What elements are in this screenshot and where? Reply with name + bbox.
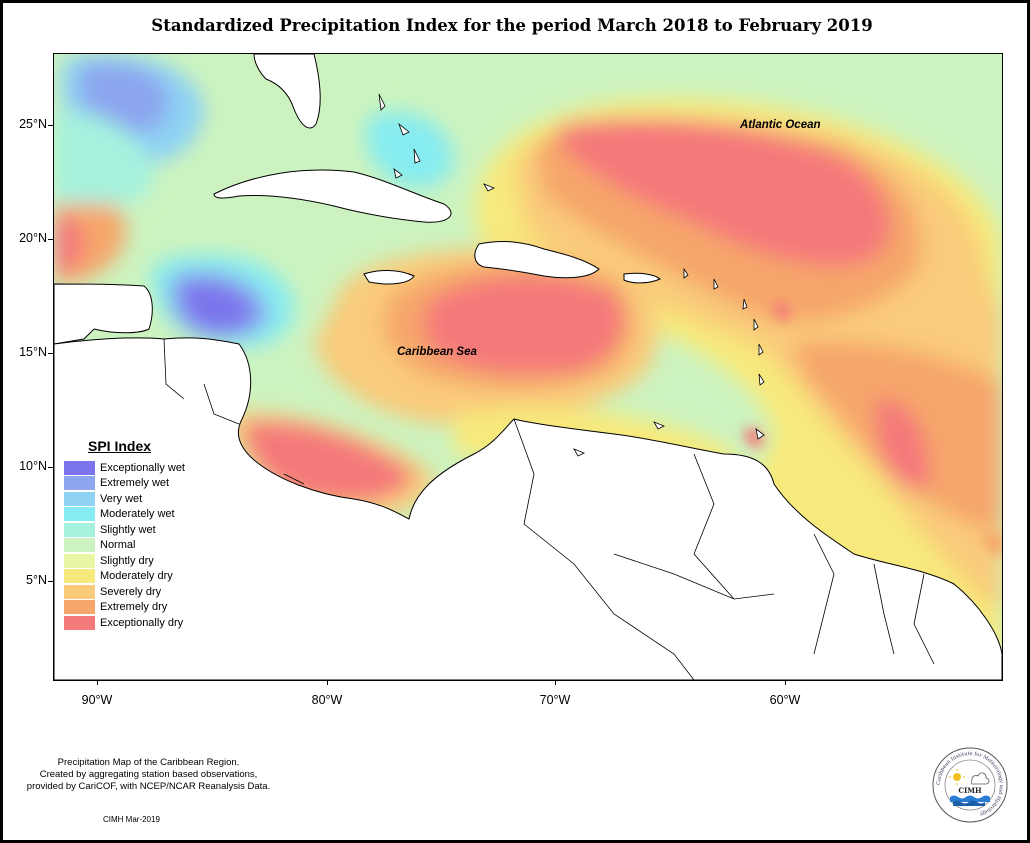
credit-line: Created by aggregating station based obs… (39, 769, 258, 780)
legend-swatch (64, 476, 95, 491)
cloud-icon (970, 772, 990, 785)
legend-item: Normal (64, 538, 214, 554)
legend-item: Extremely dry (64, 600, 214, 616)
x-tick-label: 70°W (539, 693, 571, 707)
cimh-logo-svg: Caribbean Institute for Meteorology and … (932, 747, 1008, 823)
credit-line: provided by CariCOF, with NCEP/NCAR Rean… (26, 781, 271, 792)
credit-line: Precipitation Map of the Caribbean Regio… (57, 757, 240, 768)
legend-swatch (64, 538, 95, 553)
cimh-seal-logo: Caribbean Institute for Meteorology and … (932, 747, 1008, 823)
tick-90w-mark (97, 680, 98, 685)
legend-item: Slightly wet (64, 522, 214, 538)
caribbean-sea-label: Caribbean Sea (397, 346, 477, 358)
tick-20n-mark (48, 239, 53, 240)
tick-5n-mark (48, 581, 53, 582)
legend-items: Exceptionally wet Extremely wet Very wet Mo… (64, 460, 214, 631)
legend-label: Moderately wet (100, 508, 175, 521)
legend-item: Slightly dry (64, 553, 214, 569)
map-credit: Precipitation Map of the Caribbean Regio… (6, 757, 291, 793)
atlantic-ocean-label: Atlantic Ocean (740, 119, 821, 131)
tick-25n-mark (48, 125, 53, 126)
legend-label: Extremely dry (100, 601, 168, 614)
spi-legend: SPI Index Exceptionally wet Extremely wet… (64, 438, 214, 631)
legend-item: Very wet (64, 491, 214, 507)
logo-text: CIMH (958, 786, 982, 795)
legend-item: Moderately wet (64, 507, 214, 523)
legend-label: Extremely wet (100, 477, 170, 490)
legend-label: Slightly dry (100, 554, 154, 567)
spi-map-svg (54, 54, 1002, 680)
y-tick-label: 25°N (19, 117, 47, 131)
tick-15n-mark (48, 353, 53, 354)
legend-label: Slightly wet (100, 523, 156, 536)
legend-item: Exceptionally wet (64, 460, 214, 476)
tick-60w-mark (785, 680, 786, 685)
waves-icon (950, 795, 990, 806)
legend-swatch (64, 615, 95, 630)
legend-title: SPI Index (88, 438, 152, 454)
x-tick-label: 60°W (769, 693, 801, 707)
legend-item: Extremely wet (64, 476, 214, 492)
legend-swatch (64, 522, 95, 537)
legend-swatch (64, 460, 95, 475)
legend-label: Exceptionally dry (100, 616, 184, 629)
y-tick-label: 20°N (19, 231, 47, 245)
spi-map (53, 53, 1003, 681)
legend-swatch (64, 491, 95, 506)
legend-swatch (64, 553, 95, 568)
legend-swatch (64, 600, 95, 615)
legend-swatch (64, 569, 95, 584)
legend-swatch (64, 507, 95, 522)
credit-date: CIMH Mar-2019 (103, 815, 160, 824)
y-tick-label: 10°N (19, 459, 47, 473)
legend-item: Exceptionally dry (64, 615, 214, 631)
x-tick-label: 90°W (81, 693, 113, 707)
legend-swatch (64, 584, 95, 599)
legend-label: Severely dry (100, 585, 162, 598)
y-tick-label: 5°N (26, 573, 47, 587)
tick-10n-mark (48, 467, 53, 468)
legend-label: Normal (100, 539, 136, 552)
map-title: Standardized Precipitation Index for the… (151, 16, 873, 35)
sun-icon (953, 773, 961, 781)
legend-label: Very wet (100, 492, 143, 505)
tick-80w-mark (327, 680, 328, 685)
y-tick-label: 15°N (19, 345, 47, 359)
legend-label: Exceptionally wet (100, 461, 185, 474)
legend-item: Severely dry (64, 584, 214, 600)
legend-label: Moderately dry (100, 570, 173, 583)
legend-item: Moderately dry (64, 569, 214, 585)
x-tick-label: 80°W (311, 693, 343, 707)
tick-70w-mark (555, 680, 556, 685)
